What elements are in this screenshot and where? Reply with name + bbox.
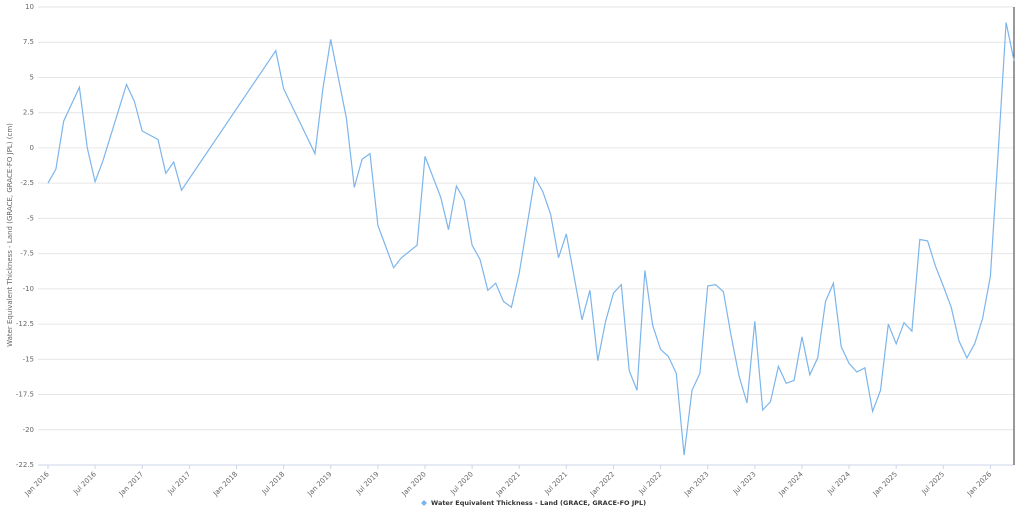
x-tick-label: Jan 2025	[871, 470, 899, 498]
data-line	[47, 22, 1015, 456]
x-tick-label: Jan 2024	[777, 470, 806, 499]
x-tick-label: Jul 2021	[543, 470, 570, 497]
x-tick-label: Jul 2024	[825, 470, 852, 497]
x-tick-label: Jan 2026	[965, 470, 994, 499]
y-tick-label: 2.5	[23, 109, 34, 117]
x-tick-label: Jul 2022	[637, 470, 664, 497]
x-tick-label: Jan 2019	[305, 470, 333, 498]
y-tick-label: -12.5	[16, 320, 34, 328]
x-tick-label: Jan 2017	[117, 470, 145, 498]
y-tick-label: -15	[23, 355, 34, 363]
y-tick-label: -5	[27, 214, 34, 222]
x-tick-label: Jan 2022	[588, 470, 616, 498]
x-tick-label: Jan 2016	[23, 470, 52, 499]
y-tick-label: 10	[25, 3, 34, 11]
y-tick-label: 5	[30, 73, 34, 81]
legend-marker	[421, 500, 427, 506]
x-tick-label: Jul 2018	[260, 470, 287, 497]
x-tick-label: Jul 2023	[731, 470, 758, 497]
x-tick-label: Jul 2019	[354, 470, 381, 497]
x-tick-label: Jul 2020	[448, 470, 475, 497]
x-tick-label: Jan 2020	[400, 470, 428, 498]
x-tick-label: Jul 2017	[166, 470, 193, 497]
x-tick-label: Jan 2023	[682, 470, 710, 498]
y-tick-label: 7.5	[23, 38, 34, 46]
x-tick-label: Jan 2018	[211, 470, 239, 498]
y-tick-label: -2.5	[20, 179, 34, 187]
y-tick-label: -22.5	[16, 461, 34, 469]
legend-label: Water Equivalent Thickness - Land (GRACE…	[431, 499, 646, 507]
legend-item[interactable]: Water Equivalent Thickness - Land (GRACE…	[421, 499, 646, 507]
x-tick-label: Jan 2021	[494, 470, 522, 498]
y-tick-label: -10	[23, 285, 34, 293]
x-tick-label: Jul 2016	[71, 470, 98, 497]
y-axis-label: Water Equivalent Thickness - Land (GRACE…	[6, 123, 14, 347]
y-tick-label: -7.5	[20, 250, 34, 258]
x-tick-label: Jul 2025	[920, 470, 947, 497]
y-tick-label: -17.5	[16, 391, 34, 399]
y-tick-label: -20	[23, 426, 34, 434]
y-tick-label: 0	[30, 144, 34, 152]
